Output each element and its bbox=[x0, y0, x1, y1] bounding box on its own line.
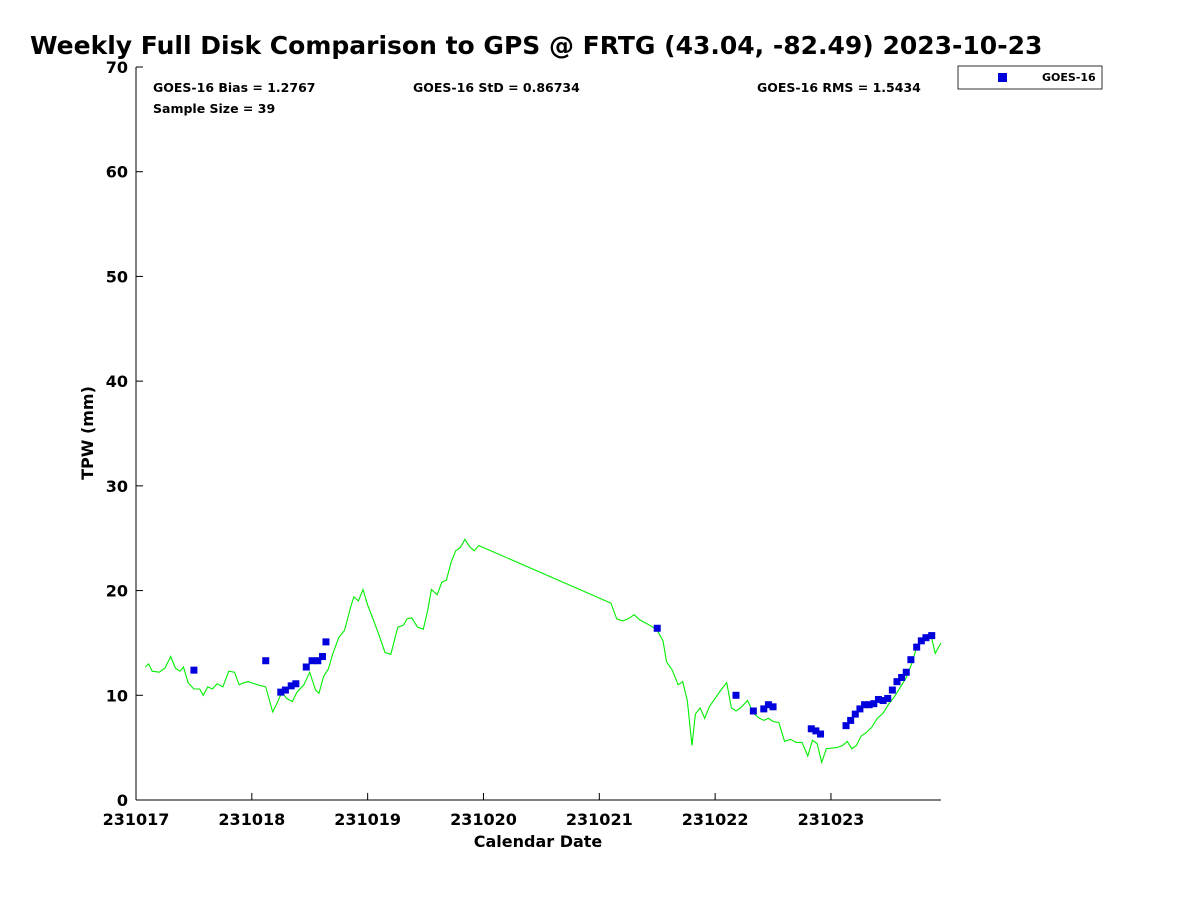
rms-stat: GOES-16 RMS = 1.5434 bbox=[757, 80, 921, 95]
goes16-data-point bbox=[817, 730, 825, 738]
x-axis-ticks: 231017 231018 231019 231020 231021 231022 2310… bbox=[103, 793, 865, 829]
goes16-data-point bbox=[870, 700, 878, 708]
y-axis-ticks: 0 10 20 30 40 50 60 70 bbox=[106, 58, 143, 810]
y-tick-label: 60 bbox=[106, 163, 128, 182]
goes16-data-point bbox=[760, 705, 768, 713]
gps-tpw-line bbox=[144, 538, 942, 765]
x-tick-label: 231023 bbox=[798, 810, 865, 829]
goes16-data-point bbox=[861, 701, 869, 709]
x-tick-label: 231018 bbox=[218, 810, 285, 829]
goes16-data-point bbox=[874, 695, 882, 703]
y-tick-label: 30 bbox=[106, 477, 128, 496]
x-tick-label: 231022 bbox=[682, 810, 749, 829]
goes16-data-point bbox=[913, 643, 921, 651]
goes16-data-point bbox=[322, 638, 330, 646]
goes16-data-point bbox=[287, 682, 295, 690]
goes16-data-point bbox=[769, 703, 777, 711]
x-tick-label: 231019 bbox=[334, 810, 401, 829]
goes16-data-point bbox=[879, 697, 887, 705]
goes16-marker-layer bbox=[190, 624, 936, 738]
std-stat: GOES-16 StD = 0.86734 bbox=[413, 80, 580, 95]
y-tick-label: 70 bbox=[106, 58, 128, 77]
goes16-data-point bbox=[847, 716, 855, 724]
x-tick-label: 231021 bbox=[566, 810, 633, 829]
goes16-data-point bbox=[856, 705, 864, 713]
goes16-data-point bbox=[807, 725, 815, 733]
goes16-data-point bbox=[922, 634, 930, 642]
goes16-data-point bbox=[262, 657, 270, 665]
goes16-data-point bbox=[865, 701, 873, 709]
goes16-data-point bbox=[292, 680, 300, 688]
goes16-data-point bbox=[888, 686, 896, 694]
plot-area: 231017 231018 231019 231020 231021 231022 2310… bbox=[103, 58, 942, 829]
x-tick-label: 231017 bbox=[103, 810, 170, 829]
goes16-data-point bbox=[277, 688, 285, 696]
x-tick-label: 231020 bbox=[450, 810, 517, 829]
y-tick-label: 0 bbox=[117, 791, 128, 810]
chart-title: Weekly Full Disk Comparison to GPS @ FRT… bbox=[30, 31, 1042, 60]
gps-line-layer bbox=[144, 538, 942, 765]
goes16-data-point bbox=[314, 657, 322, 665]
goes16-data-point bbox=[928, 632, 936, 640]
goes16-data-point bbox=[851, 710, 859, 718]
goes16-data-point bbox=[842, 722, 850, 730]
legend-box bbox=[957, 65, 1103, 90]
goes16-data-point bbox=[308, 657, 316, 665]
goes16-data-point bbox=[884, 694, 892, 702]
goes16-data-point bbox=[893, 678, 901, 686]
goes16-data-point bbox=[902, 668, 910, 676]
goes16-data-point bbox=[812, 727, 820, 735]
goes16-data-point bbox=[190, 666, 198, 674]
y-tick-label: 20 bbox=[106, 582, 128, 601]
x-axis-label: Calendar Date bbox=[474, 832, 603, 851]
goes16-data-point bbox=[749, 707, 757, 715]
y-axis-label: TPW (mm) bbox=[78, 386, 97, 480]
goes16-data-point bbox=[917, 637, 925, 645]
goes16-data-point bbox=[281, 686, 289, 694]
goes16-data-point bbox=[302, 663, 310, 671]
goes16-data-point bbox=[898, 673, 906, 681]
goes16-data-point bbox=[732, 691, 740, 699]
legend-marker-goes16 bbox=[998, 73, 1007, 82]
goes16-data-point bbox=[318, 653, 326, 661]
y-tick-label: 40 bbox=[106, 372, 128, 391]
y-tick-label: 10 bbox=[106, 686, 128, 705]
goes16-data-point bbox=[653, 624, 661, 632]
y-tick-label: 50 bbox=[106, 267, 128, 286]
sample-size-stat: Sample Size = 39 bbox=[153, 101, 275, 116]
bias-stat: GOES-16 Bias = 1.2767 bbox=[153, 80, 315, 95]
goes16-data-point bbox=[907, 656, 915, 664]
goes16-data-point bbox=[764, 701, 772, 709]
legend-label-goes16: GOES-16 bbox=[1042, 71, 1096, 84]
legend: GOES-16 bbox=[957, 65, 1103, 90]
